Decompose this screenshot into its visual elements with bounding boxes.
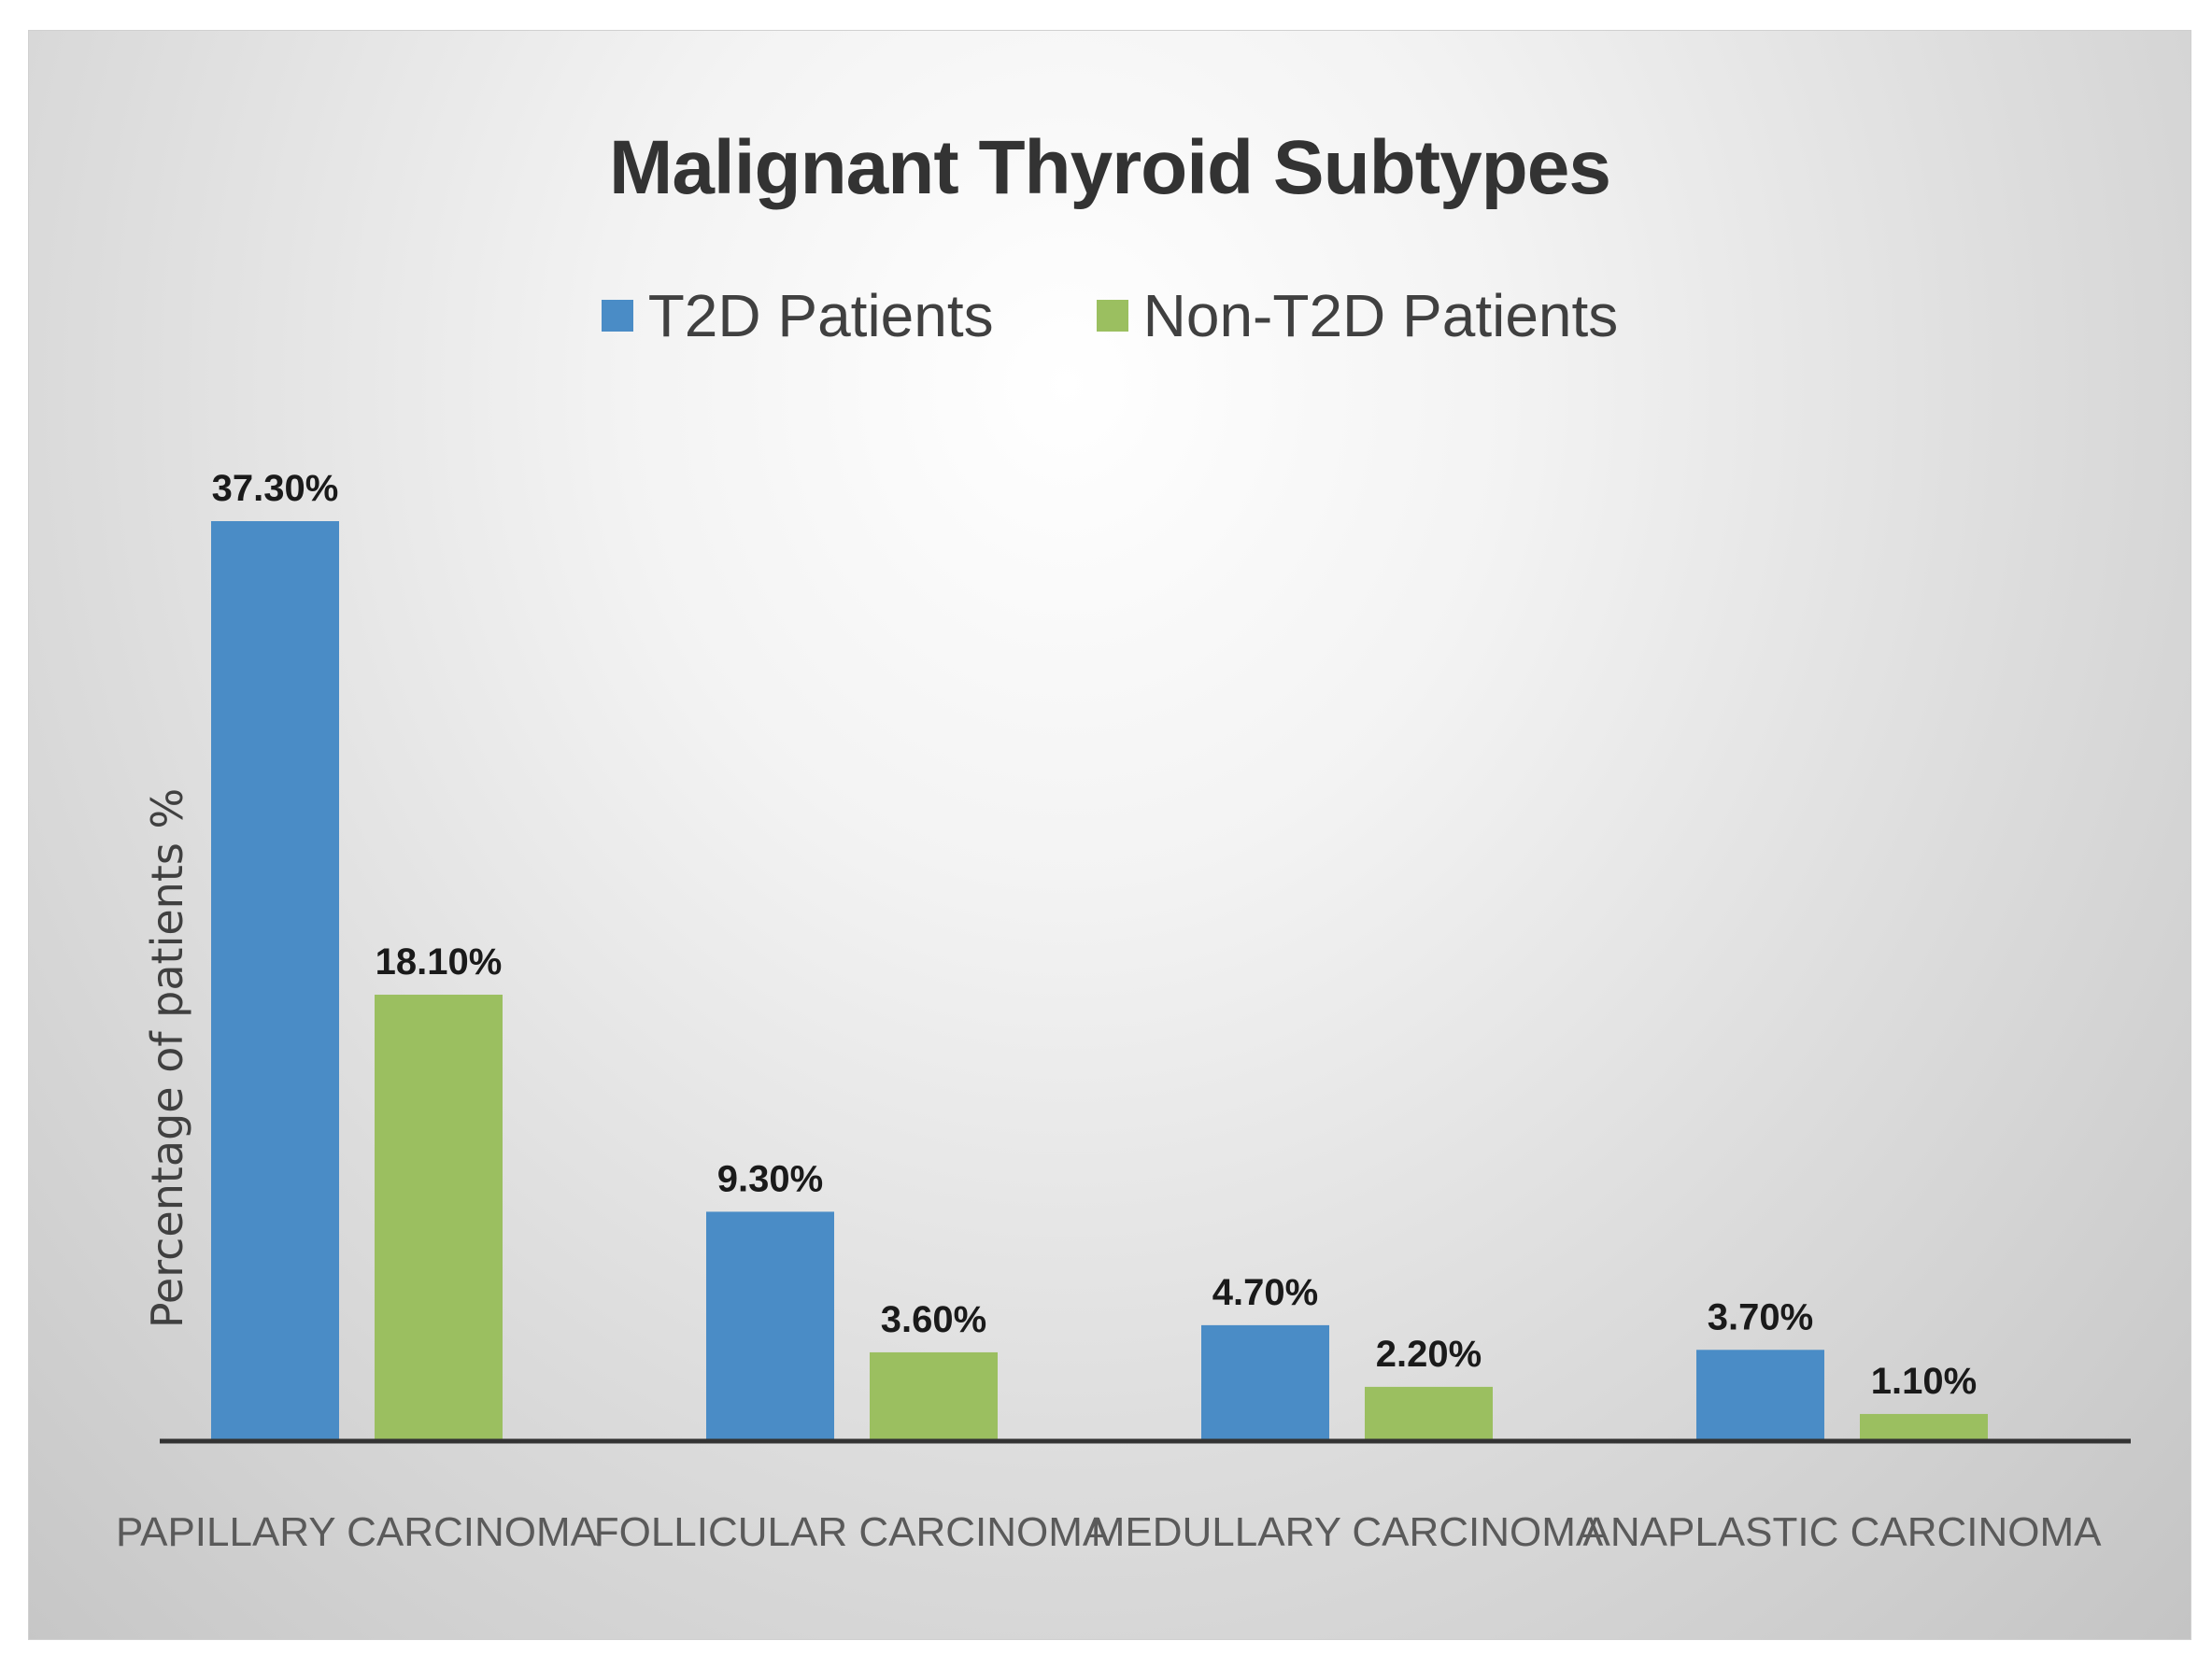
legend-swatch-t2d [601, 300, 633, 332]
data-label-non-t2d-0: 18.10% [376, 941, 503, 983]
data-label-non-t2d-3: 1.10% [1871, 1361, 1977, 1402]
bar-t2d-2 [1201, 1324, 1329, 1441]
legend-item-non-t2d: Non-T2D Patients [1096, 281, 1619, 350]
bar-t2d-1 [706, 1211, 834, 1441]
category-label-2: MEDULLARY CARCINOMA [1091, 1509, 1604, 1555]
bar-non-t2d-0 [375, 995, 503, 1441]
plot-area: 37.30% 18.10% PAPILLARY CARCINOMA 9.30% 3.60… [116, 468, 2131, 1555]
bar-non-t2d-1 [870, 1351, 998, 1441]
category-label-1: FOLLICULAR CARCINOMA [594, 1509, 1111, 1555]
bar-non-t2d-2 [1365, 1386, 1493, 1441]
legend-label-t2d: T2D Patients [647, 282, 994, 349]
data-label-t2d-0: 37.30% [212, 468, 339, 509]
chart-title: Malignant Thyroid Subtypes [609, 125, 1611, 210]
bar-non-t2d-3 [1860, 1413, 1988, 1441]
data-label-t2d-2: 4.70% [1212, 1272, 1318, 1313]
legend-item-t2d: T2D Patients [601, 281, 994, 350]
bar-t2d-0 [211, 521, 339, 1441]
data-label-t2d-1: 9.30% [717, 1158, 823, 1199]
data-label-t2d-3: 3.70% [1708, 1296, 1813, 1337]
data-label-non-t2d-2: 2.20% [1376, 1334, 1482, 1375]
legend-swatch-non-t2d [1096, 300, 1128, 332]
data-label-non-t2d-1: 3.60% [881, 1299, 986, 1340]
legend-label-non-t2d: Non-T2D Patients [1142, 282, 1619, 349]
chart-frame: Malignant Thyroid Subtypes T2D Patients … [28, 30, 2191, 1640]
chart-legend: T2D Patients Non-T2D Patients [29, 281, 2191, 350]
category-label-3: ANAPLASTIC CARCINOMA [1583, 1509, 2103, 1555]
category-label-0: PAPILLARY CARCINOMA [116, 1509, 599, 1555]
bar-t2d-3 [1696, 1350, 1824, 1441]
